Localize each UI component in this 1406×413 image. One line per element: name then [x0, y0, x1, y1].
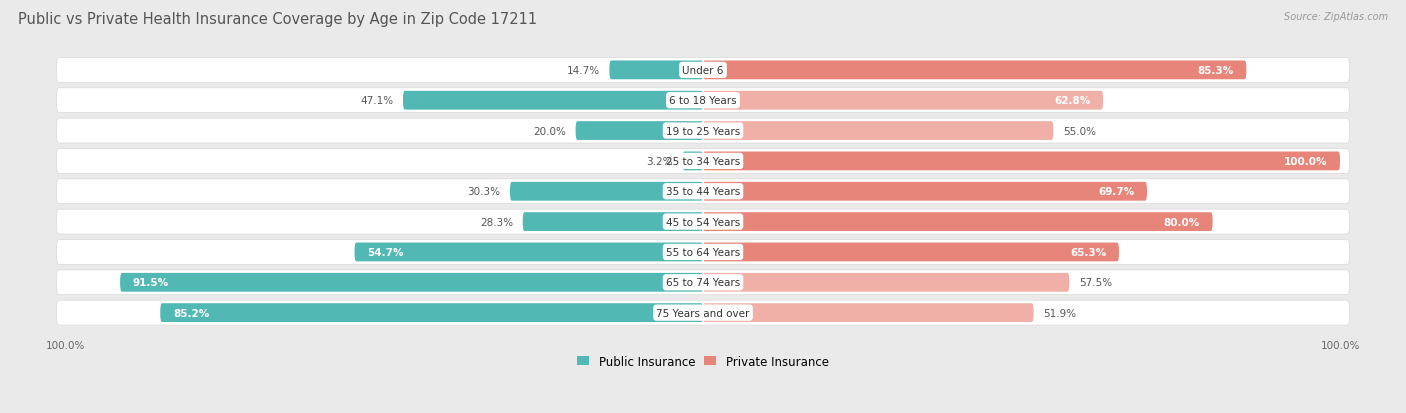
- Text: 57.5%: 57.5%: [1078, 278, 1112, 287]
- FancyBboxPatch shape: [56, 119, 1350, 144]
- Text: 91.5%: 91.5%: [132, 278, 169, 287]
- Text: 62.8%: 62.8%: [1054, 96, 1090, 106]
- FancyBboxPatch shape: [703, 61, 1246, 80]
- Text: 51.9%: 51.9%: [1043, 308, 1077, 318]
- Text: 20.0%: 20.0%: [533, 126, 567, 136]
- FancyBboxPatch shape: [575, 122, 703, 141]
- Text: 3.2%: 3.2%: [647, 157, 673, 166]
- FancyBboxPatch shape: [404, 92, 703, 110]
- FancyBboxPatch shape: [120, 273, 703, 292]
- FancyBboxPatch shape: [510, 183, 703, 201]
- Text: 45 to 54 Years: 45 to 54 Years: [666, 217, 740, 227]
- FancyBboxPatch shape: [703, 243, 1119, 262]
- FancyBboxPatch shape: [703, 122, 1053, 141]
- Text: 69.7%: 69.7%: [1098, 187, 1135, 197]
- FancyBboxPatch shape: [56, 179, 1350, 204]
- FancyBboxPatch shape: [703, 92, 1104, 110]
- FancyBboxPatch shape: [56, 88, 1350, 114]
- FancyBboxPatch shape: [523, 213, 703, 231]
- FancyBboxPatch shape: [703, 213, 1212, 231]
- Text: 80.0%: 80.0%: [1164, 217, 1199, 227]
- Text: 55.0%: 55.0%: [1063, 126, 1095, 136]
- FancyBboxPatch shape: [56, 210, 1350, 235]
- Text: Public vs Private Health Insurance Coverage by Age in Zip Code 17211: Public vs Private Health Insurance Cover…: [18, 12, 537, 27]
- FancyBboxPatch shape: [683, 152, 703, 171]
- Text: 19 to 25 Years: 19 to 25 Years: [666, 126, 740, 136]
- FancyBboxPatch shape: [56, 240, 1350, 265]
- Text: 28.3%: 28.3%: [479, 217, 513, 227]
- Text: 14.7%: 14.7%: [567, 66, 600, 76]
- Text: 85.3%: 85.3%: [1198, 66, 1233, 76]
- Text: 65 to 74 Years: 65 to 74 Years: [666, 278, 740, 287]
- FancyBboxPatch shape: [703, 273, 1070, 292]
- Text: 75 Years and over: 75 Years and over: [657, 308, 749, 318]
- Text: 65.3%: 65.3%: [1070, 247, 1107, 257]
- Text: 25 to 34 Years: 25 to 34 Years: [666, 157, 740, 166]
- FancyBboxPatch shape: [56, 270, 1350, 295]
- FancyBboxPatch shape: [703, 304, 1033, 322]
- Text: 6 to 18 Years: 6 to 18 Years: [669, 96, 737, 106]
- Text: 85.2%: 85.2%: [173, 308, 209, 318]
- FancyBboxPatch shape: [56, 58, 1350, 83]
- Text: 54.7%: 54.7%: [367, 247, 404, 257]
- Text: 55 to 64 Years: 55 to 64 Years: [666, 247, 740, 257]
- FancyBboxPatch shape: [703, 152, 1340, 171]
- FancyBboxPatch shape: [56, 301, 1350, 325]
- Legend: Public Insurance, Private Insurance: Public Insurance, Private Insurance: [572, 350, 834, 373]
- Text: 35 to 44 Years: 35 to 44 Years: [666, 187, 740, 197]
- FancyBboxPatch shape: [609, 61, 703, 80]
- Text: Source: ZipAtlas.com: Source: ZipAtlas.com: [1284, 12, 1388, 22]
- FancyBboxPatch shape: [160, 304, 703, 322]
- Text: 30.3%: 30.3%: [467, 187, 501, 197]
- Text: 100.0%: 100.0%: [1284, 157, 1327, 166]
- FancyBboxPatch shape: [703, 183, 1147, 201]
- Text: Under 6: Under 6: [682, 66, 724, 76]
- FancyBboxPatch shape: [56, 149, 1350, 174]
- FancyBboxPatch shape: [354, 243, 703, 262]
- Text: 47.1%: 47.1%: [360, 96, 394, 106]
